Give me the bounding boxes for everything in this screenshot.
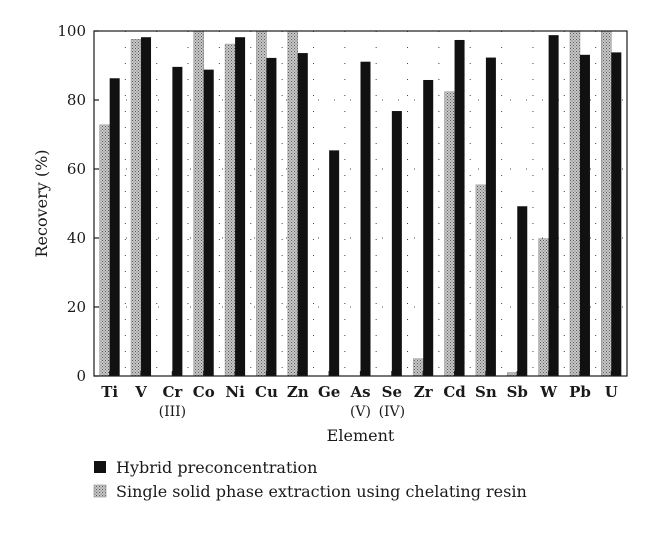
bar-hybrid-v [141,37,152,377]
legend-swatch [94,461,106,473]
bar-hybrid-as [360,61,371,376]
x-tick-label: Ti [101,383,118,401]
x-tick-label: Se [382,383,402,401]
y-tick-label: 60 [67,160,86,178]
x-tick-label: W [539,383,558,401]
bar-hybrid-se [391,111,402,376]
x-axis-ticks: Ti V Cr (III) Co Ni Cu Zn Ge As (V) Se (IV) Zr Cd Sn Sb W… [101,371,618,420]
legend-label: Hybrid preconcentration [116,458,317,477]
bar-hybrid-u [611,52,622,376]
bar-hybrid-cd [454,39,465,376]
bar-hybrid-cu [266,57,277,376]
bar-hybrid-zn [297,53,308,376]
bar-hybrid-ni [235,37,246,377]
x-tick-label: V [134,383,147,401]
y-tick-label: 40 [67,229,86,247]
x-axis-title: Element [327,426,395,445]
x-tick-label: Zr [414,383,434,401]
y-tick-label: 80 [67,91,86,109]
x-tick-label: U [605,383,618,401]
legend-label: Single solid phase extraction using chel… [116,482,527,501]
bar-hybrid-zr [423,79,434,377]
x-tick-label: Sn [475,383,497,401]
bar-hybrid-co [203,69,214,376]
bar-resin-zr [412,358,424,377]
bar-resin-w [538,238,549,377]
legend-swatch [93,484,107,498]
bar-hybrid-ge [329,150,340,376]
bar-resin-co [193,30,204,377]
bar-hybrid-pb [579,54,590,377]
y-tick-label: 20 [67,298,86,316]
x-tick-label: Cr [162,383,183,401]
bar-resin-ni [224,43,236,377]
x-tick-label: Co [193,383,215,401]
bar-resin-u [601,30,612,377]
y-tick-label: 100 [57,22,86,40]
bar-resin-ti [99,124,110,377]
x-tick-label: Ge [318,383,340,401]
bars [99,30,622,377]
bar-resin-cu [256,30,267,377]
x-tick-label: Sb [507,383,528,401]
x-tick-label: Cu [255,383,278,401]
bar-resin-zn [287,30,299,377]
bar-hybrid-ti [109,78,120,376]
bar-hybrid-sb [517,206,528,376]
bar-hybrid-w [548,35,559,376]
x-tick-label: Ni [225,383,245,401]
bar-resin-sn [475,184,487,377]
x-tick-sublabel: (V) [350,404,371,420]
y-tick-label: 0 [76,367,86,385]
legend: Hybrid preconcentration Single solid phas… [93,458,527,501]
bar-resin-pb [569,30,581,377]
bar-hybrid-cr [172,66,183,376]
x-tick-sublabel: (III) [159,404,187,420]
y-axis-title: Recovery (%) [32,149,51,257]
x-tick-sublabel: (IV) [379,404,406,420]
x-tick-label: As [349,383,370,401]
x-tick-label: Zn [287,383,309,401]
y-axis-ticks: 0 20 40 60 80 100 [57,22,99,385]
x-tick-label: Cd [443,383,466,401]
bar-hybrid-sn [485,57,496,376]
bar-resin-v [130,39,142,377]
bar-resin-cd [444,91,455,377]
x-tick-label: Pb [569,383,591,401]
